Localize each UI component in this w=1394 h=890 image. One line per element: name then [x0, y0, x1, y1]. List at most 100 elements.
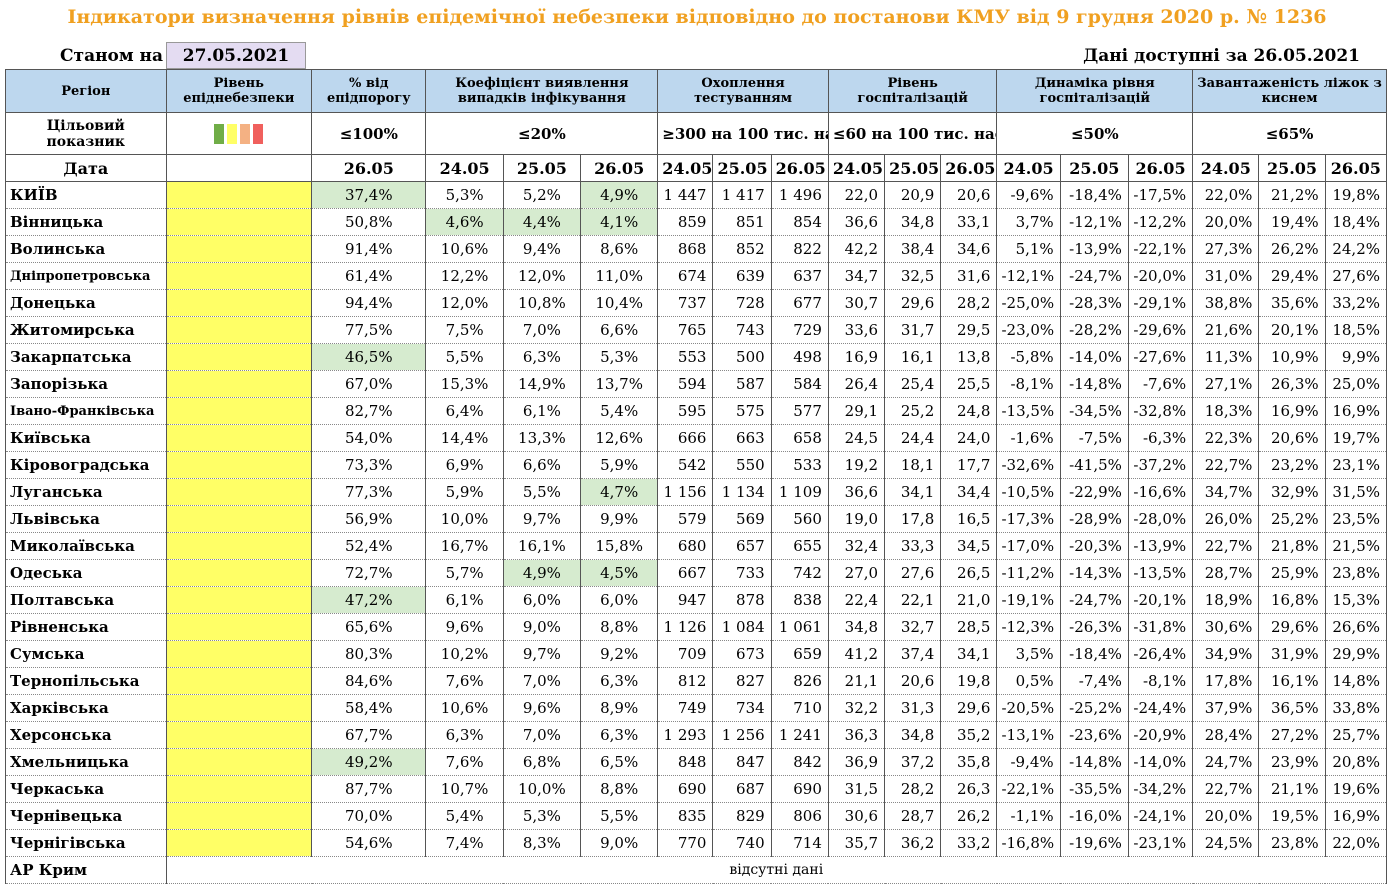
pct-threshold-cell: 54,0%: [311, 424, 427, 452]
hospitalization-cell: 26,4: [827, 370, 886, 398]
testing-cell: 868: [657, 235, 714, 263]
danger-level-cell: [165, 532, 313, 560]
hospitalization-cell: 20,9: [884, 181, 942, 209]
region-name: Дніпропетровська: [5, 262, 167, 290]
hospitalization-cell: 33,2: [940, 829, 998, 857]
danger-level-cell: [165, 829, 313, 857]
testing-cell: 657: [712, 532, 772, 560]
oxygen-beds-cell: 18,3%: [1192, 397, 1260, 425]
oxygen-beds-cell: 33,8%: [1324, 694, 1388, 722]
hospitalization-dynamics-cell: -14,3%: [1059, 559, 1129, 587]
hospitalization-dynamics-cell: 3,5%: [996, 640, 1061, 668]
testing-cell: 838: [770, 586, 829, 614]
hospitalization-cell: 34,8: [827, 613, 886, 641]
pct-threshold-cell: 73,3%: [311, 451, 427, 479]
danger-level-cell: [165, 451, 313, 479]
testing-cell: 829: [712, 802, 772, 830]
hospitalization-cell: 20,6: [884, 667, 942, 695]
hospitalization-cell: 28,5: [940, 613, 998, 641]
detection-cell: 9,2%: [580, 640, 659, 668]
hospitalization-dynamics-cell: -19,1%: [996, 586, 1061, 614]
oxygen-beds-cell: 23,2%: [1258, 451, 1326, 479]
danger-level-cell: [165, 802, 313, 830]
legend-swatch: [214, 123, 225, 144]
testing-cell: 594: [657, 370, 714, 398]
detection-cell: 5,3%: [425, 181, 504, 209]
testing-cell: 1 156: [657, 478, 714, 506]
hospitalization-dynamics-cell: -8,1%: [1127, 667, 1194, 695]
target-label: Цільовий показник: [5, 112, 167, 155]
hospitalization-cell: 27,6: [884, 559, 942, 587]
testing-cell: 1 084: [712, 613, 772, 641]
hospitalization-cell: 29,6: [884, 289, 942, 317]
oxygen-beds-cell: 27,3%: [1192, 235, 1260, 263]
hospitalization-dynamics-cell: -19,6%: [1059, 829, 1129, 857]
detection-cell: 7,5%: [425, 316, 504, 344]
hospitalization-dynamics-cell: -24,7%: [1059, 586, 1129, 614]
pct-threshold-cell: 37,4%: [311, 181, 427, 209]
oxygen-beds-cell: 21,5%: [1324, 532, 1388, 560]
oxygen-beds-cell: 23,8%: [1324, 559, 1388, 587]
testing-cell: 674: [657, 262, 714, 290]
hospitalization-dynamics-cell: -10,5%: [996, 478, 1061, 506]
detection-cell: 12,0%: [502, 262, 582, 290]
table-row: КИЇВ 37,4% 5,3% 5,2% 4,9% 1 447 1 417 1 496 22,0…: [5, 181, 1388, 209]
detection-cell: 6,3%: [580, 721, 659, 749]
hospitalization-dynamics-cell: -1,6%: [996, 424, 1061, 452]
detection-cell: 10,8%: [502, 289, 582, 317]
region-name: Запорізька: [5, 370, 167, 398]
region-name: Львівська: [5, 505, 167, 533]
testing-cell: 667: [657, 559, 714, 587]
date-header-cell: 24.05: [1192, 154, 1260, 182]
hospitalization-dynamics-cell: -20,3%: [1059, 532, 1129, 560]
hospitalization-dynamics-cell: -18,4%: [1059, 181, 1129, 209]
oxygen-beds-cell: 16,8%: [1258, 586, 1326, 614]
hospitalization-dynamics-cell: -20,9%: [1127, 721, 1194, 749]
region-name: Чернівецька: [5, 802, 167, 830]
oxygen-beds-cell: 16,9%: [1324, 397, 1388, 425]
testing-cell: 729: [770, 316, 829, 344]
oxygen-beds-cell: 21,6%: [1192, 316, 1260, 344]
header-detection: Коефіцієнт виявлення випадків інфікуванн…: [425, 69, 659, 113]
table-row: Кіровоградська 73,3% 6,9% 6,6% 5,9% 542 550 533…: [5, 451, 1388, 479]
region-name: Волинська: [5, 235, 167, 263]
table-row: Херсонська 67,7% 6,3% 7,0% 6,3% 1 293 1 256 1 2…: [5, 721, 1388, 749]
hospitalization-cell: 21,0: [940, 586, 998, 614]
testing-cell: 595: [657, 397, 714, 425]
hospitalization-dynamics-cell: -26,3%: [1059, 613, 1129, 641]
testing-cell: 553: [657, 343, 714, 371]
oxygen-beds-cell: 18,9%: [1192, 586, 1260, 614]
testing-cell: 498: [770, 343, 829, 371]
oxygen-beds-cell: 14,8%: [1324, 667, 1388, 695]
hospitalization-dynamics-cell: -24,4%: [1127, 694, 1194, 722]
hospitalization-cell: 21,1: [827, 667, 886, 695]
hospitalization-cell: 24,0: [940, 424, 998, 452]
danger-level-cell: [165, 262, 313, 290]
testing-cell: 842: [770, 748, 829, 776]
date-header-cell: 25.05: [712, 154, 772, 182]
hospitalization-dynamics-cell: -16,0%: [1059, 802, 1129, 830]
region-name: КИЇВ: [5, 181, 167, 209]
region-name: АР Крим: [5, 856, 167, 884]
hospitalization-dynamics-cell: -13,5%: [996, 397, 1061, 425]
detection-cell: 6,3%: [425, 721, 504, 749]
region-name: Кіровоградська: [5, 451, 167, 479]
danger-level-cell: [165, 640, 313, 668]
hospitalization-dynamics-cell: 0,5%: [996, 667, 1061, 695]
state-date-cell: 27.05.2021: [166, 42, 306, 69]
detection-cell: 7,4%: [425, 829, 504, 857]
detection-cell: 6,0%: [502, 586, 582, 614]
danger-level-cell: [165, 586, 313, 614]
hospitalization-dynamics-cell: -14,0%: [1059, 343, 1129, 371]
testing-cell: 740: [712, 829, 772, 857]
testing-cell: 765: [657, 316, 714, 344]
oxygen-beds-cell: 19,7%: [1324, 424, 1388, 452]
hospitalization-cell: 22,4: [827, 586, 886, 614]
pct-threshold-cell: 84,6%: [311, 667, 427, 695]
testing-cell: 639: [712, 262, 772, 290]
hospitalization-dynamics-cell: -41,5%: [1059, 451, 1129, 479]
hospitalization-dynamics-cell: -16,6%: [1127, 478, 1194, 506]
testing-cell: 812: [657, 667, 714, 695]
oxygen-beds-cell: 16,9%: [1324, 802, 1388, 830]
date-header-cell: 25.05: [502, 154, 582, 182]
